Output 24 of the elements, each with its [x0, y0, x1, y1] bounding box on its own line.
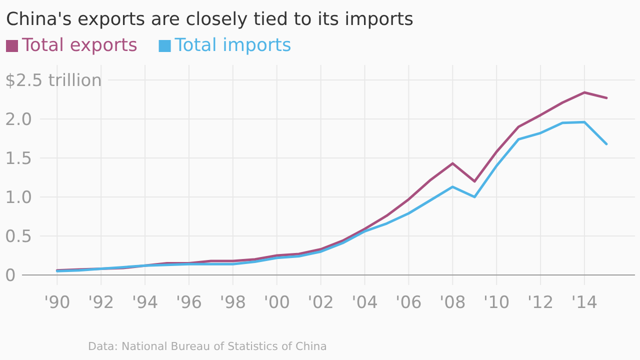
y-tick-label: 1.5: [5, 149, 32, 169]
x-tick-label: '96: [176, 293, 202, 313]
legend-label: Total exports: [21, 35, 138, 56]
x-tick-label: '14: [571, 293, 598, 313]
x-tick-label: '92: [88, 293, 114, 313]
y-tick-label: 0.5: [5, 227, 32, 247]
x-tick-label: '04: [352, 293, 378, 313]
x-tick-label: '10: [483, 293, 510, 313]
legend-label: Total imports: [174, 35, 292, 56]
x-tick-label: '90: [44, 293, 70, 313]
x-tick-label: '00: [264, 293, 290, 313]
y-tick-label: 2.0: [5, 110, 32, 130]
x-tick-label: '06: [396, 293, 422, 313]
text: Data: National Bureau of Statistics of China: [88, 340, 327, 353]
y-tick-label: 0: [5, 266, 16, 286]
x-tick-label: '02: [308, 293, 334, 313]
line-series: [56, 120, 608, 272]
chart-title: China's exports are closely tied to its imports: [6, 9, 414, 30]
x-tick-label: '08: [439, 293, 466, 313]
x-tick-label: '94: [132, 293, 158, 313]
x-tick-label: '12: [527, 293, 554, 313]
y-tick-label: 1.0: [5, 188, 32, 208]
x-tick-label: '98: [220, 293, 246, 313]
y-tick-label: $2.5 trillion: [5, 71, 102, 91]
